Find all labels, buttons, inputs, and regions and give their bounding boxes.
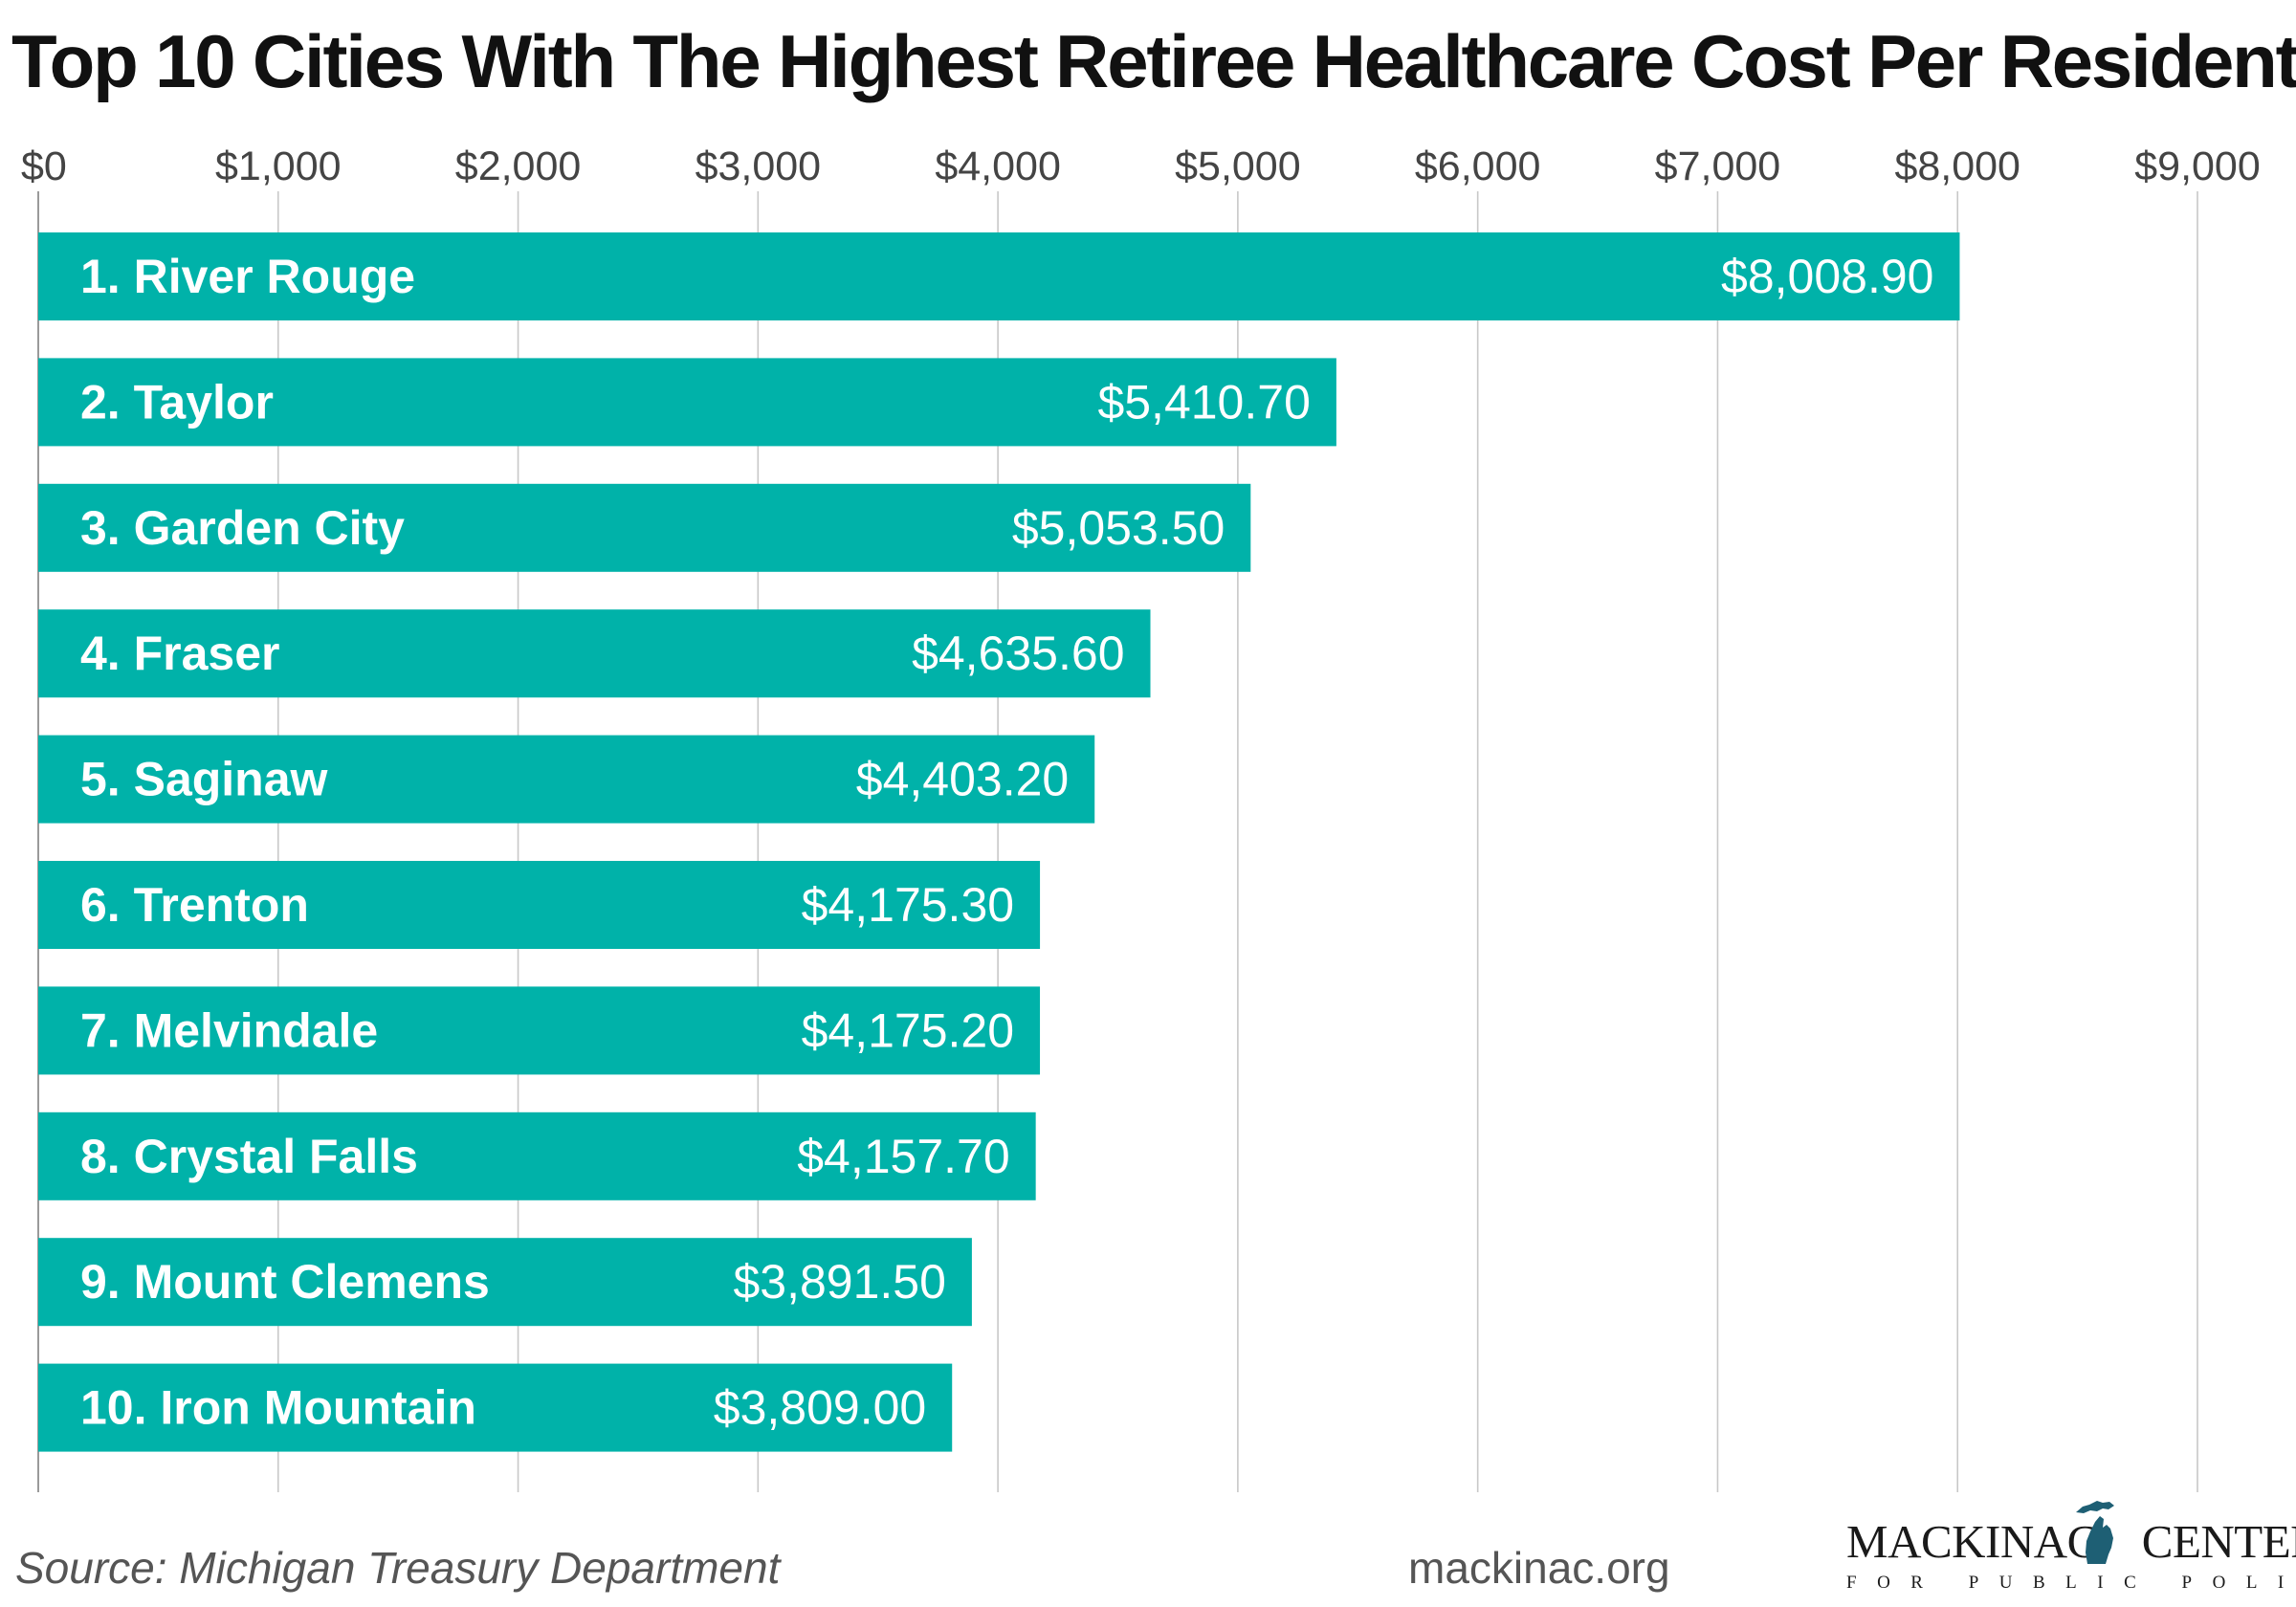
bar[interactable] bbox=[38, 609, 1151, 698]
chart-title: Top 10 Cities With The Highest Retiree H… bbox=[11, 19, 2296, 103]
upper-peninsula-shape bbox=[2076, 1501, 2114, 1513]
logo-name-left: MACKINAC bbox=[1846, 1515, 2098, 1568]
bar-value-label: $3,809.00 bbox=[714, 1381, 926, 1435]
bar[interactable] bbox=[38, 1112, 1036, 1200]
mackinac-center-logo[interactable]: MACKINAC CENTER FOR PUBLIC POLICY bbox=[1846, 1497, 2296, 1607]
tick-label: $2,000 bbox=[455, 143, 582, 189]
bar-category-label: 4. Fraser bbox=[80, 627, 279, 680]
bar[interactable] bbox=[38, 358, 1336, 447]
logo-name-right: CENTER bbox=[2141, 1515, 2296, 1568]
bar[interactable] bbox=[38, 483, 1251, 572]
website-link[interactable]: mackinac.org bbox=[1408, 1543, 1670, 1593]
logo-tagline: FOR PUBLIC POLICY bbox=[1846, 1573, 2296, 1593]
bar-value-label: $4,635.60 bbox=[912, 627, 1124, 680]
bar[interactable] bbox=[38, 735, 1095, 824]
bar-value-label: $4,403.20 bbox=[856, 753, 1069, 806]
bar-value-label: $5,410.70 bbox=[1097, 375, 1310, 429]
bar-value-label: $5,053.50 bbox=[1012, 501, 1225, 555]
bar-category-label: 1. River Rouge bbox=[80, 250, 415, 303]
tick-label: $1,000 bbox=[215, 143, 342, 189]
bar-category-label: 5. Saginaw bbox=[80, 753, 328, 806]
tick-label: $5,000 bbox=[1175, 143, 1301, 189]
bar-value-label: $3,891.50 bbox=[733, 1255, 945, 1309]
tick-label: $8,000 bbox=[1894, 143, 2020, 189]
tick-label: $4,000 bbox=[935, 143, 1061, 189]
bar-value-label: $4,175.20 bbox=[802, 1003, 1014, 1057]
bar-category-label: 2. Taylor bbox=[80, 375, 274, 429]
bar[interactable] bbox=[38, 1363, 953, 1452]
tick-label: $9,000 bbox=[2134, 143, 2261, 189]
source-note: Source: Michigan Treasury Department bbox=[15, 1543, 781, 1593]
bar-category-label: 7. Melvindale bbox=[80, 1003, 378, 1057]
michigan-map-icon bbox=[2076, 1501, 2114, 1564]
bar-category-label: 6. Trenton bbox=[80, 878, 309, 932]
tick-label: $0 bbox=[21, 143, 67, 189]
bar[interactable] bbox=[38, 861, 1041, 949]
logo-wordmark: MACKINAC CENTER bbox=[1846, 1518, 2296, 1565]
bar-category-label: 3. Garden City bbox=[80, 501, 405, 555]
lower-peninsula-shape bbox=[2086, 1516, 2113, 1564]
bar-category-label: 10. Iron Mountain bbox=[80, 1381, 476, 1435]
bar-value-label: $8,008.90 bbox=[1721, 250, 1933, 303]
bar-value-label: $4,157.70 bbox=[797, 1130, 1009, 1183]
bar-category-label: 8. Crystal Falls bbox=[80, 1130, 418, 1183]
tick-label: $6,000 bbox=[1415, 143, 1541, 189]
bar-category-label: 9. Mount Clemens bbox=[80, 1255, 490, 1309]
bar[interactable] bbox=[38, 232, 1960, 320]
bar-value-label: $4,175.30 bbox=[802, 878, 1014, 932]
tick-label: $7,000 bbox=[1655, 143, 1781, 189]
bar[interactable] bbox=[38, 986, 1041, 1075]
bar[interactable] bbox=[38, 1238, 972, 1327]
tick-label: $3,000 bbox=[695, 143, 822, 189]
